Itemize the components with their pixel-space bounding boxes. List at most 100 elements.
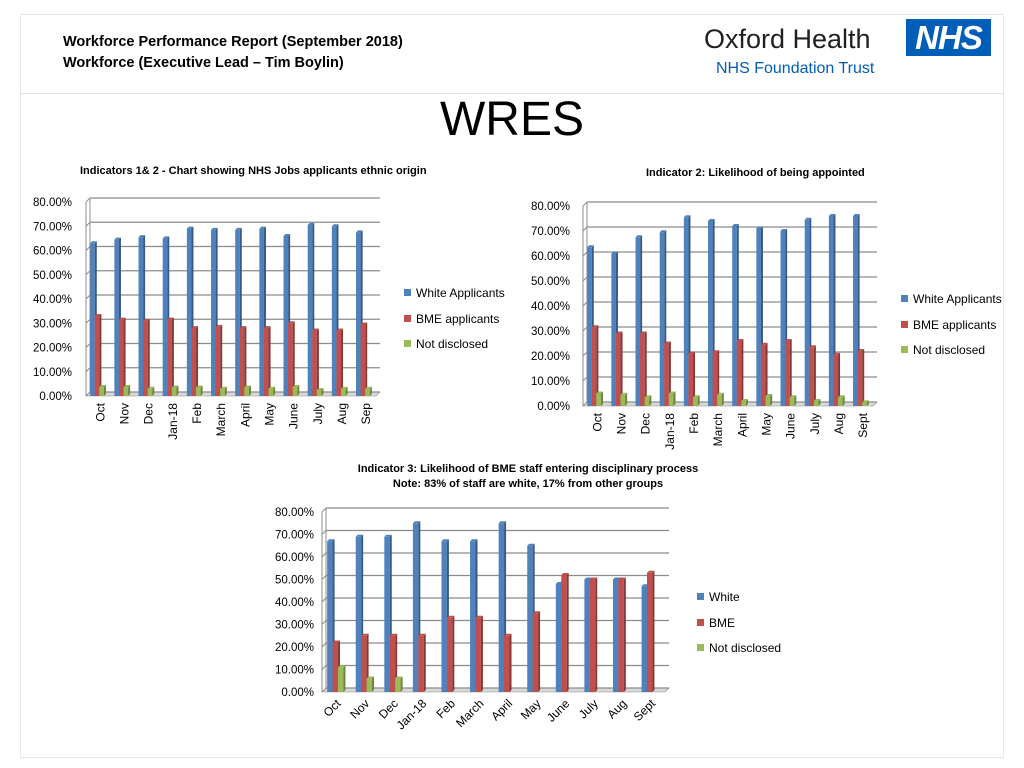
y-tick-label: 20.00%	[275, 642, 314, 654]
bar-front	[498, 523, 505, 692]
bar-front	[355, 536, 362, 692]
gridline-edge	[85, 343, 91, 348]
bar-side	[838, 352, 841, 406]
x-tick-label: March	[453, 696, 486, 729]
bar-side	[423, 633, 426, 692]
x-tick-label: July	[576, 696, 601, 721]
y-tick-label: 50.00%	[275, 575, 314, 587]
chart2-bar	[620, 392, 628, 406]
legend-swatch	[697, 644, 704, 652]
legend-swatch	[901, 346, 908, 354]
chart1-bar	[244, 385, 251, 396]
bar-top	[441, 539, 449, 542]
report-subtitle: Workforce (Executive Lead – Tim Boylin)	[63, 55, 344, 71]
bar-side	[297, 385, 300, 396]
bar-top	[365, 386, 372, 389]
bar-front	[756, 228, 761, 406]
chart3-bar	[418, 633, 426, 692]
legend-item: White Applicants	[901, 291, 1002, 307]
bar-front	[853, 216, 858, 406]
bar-front	[668, 393, 674, 406]
bar-front	[712, 352, 718, 406]
bar-front	[785, 341, 790, 406]
bar-side	[649, 395, 652, 406]
y-tick-label: 40.00%	[531, 301, 570, 313]
bar-side	[452, 615, 455, 692]
bar-front	[641, 586, 647, 692]
bar-top	[211, 227, 218, 230]
bar-front	[635, 237, 641, 406]
bar-front	[171, 387, 177, 396]
y-tick-label: 40.00%	[275, 597, 314, 609]
bar-top	[498, 521, 507, 524]
bar-top	[366, 676, 375, 679]
chart3-bar	[475, 615, 483, 692]
bar-top	[838, 395, 845, 398]
bar-top	[717, 392, 724, 395]
bar-side	[717, 350, 720, 406]
bar-front	[336, 330, 342, 396]
chart2-bar	[765, 394, 773, 406]
bar-side	[566, 573, 569, 692]
legend-item: BME	[697, 615, 735, 631]
bar-top	[191, 326, 199, 329]
bar-top	[833, 352, 841, 355]
y-tick-label: 60.00%	[33, 246, 72, 258]
bar-front	[741, 401, 746, 406]
bar-front	[587, 247, 592, 406]
bar-top	[268, 386, 276, 389]
bar-side	[741, 339, 744, 406]
legend-item: Not disclosed	[697, 640, 781, 656]
x-tick-label: Oct	[321, 696, 345, 720]
bar-top	[196, 385, 203, 388]
legend-label: BME applicants	[913, 317, 997, 332]
bar-top	[664, 341, 671, 344]
chart2-bar	[813, 399, 821, 406]
bar-top	[341, 386, 348, 389]
chart2-title: Indicator 2: Likelihood of being appoint…	[646, 167, 865, 179]
chart1-bar	[191, 326, 199, 396]
bar-front	[341, 388, 346, 396]
bar-top	[99, 385, 106, 388]
chart1-bar	[196, 385, 203, 396]
x-tick-label: Oct	[590, 412, 604, 431]
legend-label: BME applicants	[416, 311, 500, 326]
x-tick-label: Aug	[604, 696, 629, 721]
chart2-bar	[688, 351, 696, 406]
bar-front	[532, 613, 539, 692]
bar-top	[668, 391, 676, 394]
bar-front	[809, 347, 814, 406]
bar-front	[611, 253, 616, 406]
chart2-bar	[591, 325, 599, 406]
chart1-bar	[123, 385, 131, 396]
bar-front	[644, 397, 650, 406]
chart1-bar	[118, 317, 126, 396]
bar-top	[862, 400, 869, 403]
bar-front	[114, 239, 119, 396]
gridline-edge	[85, 318, 91, 324]
legend-item: BME applicants	[404, 311, 499, 327]
bar-front	[338, 667, 344, 692]
chart3-bar	[338, 665, 346, 692]
bar-front	[366, 678, 373, 692]
legend-item: Not disclosed	[404, 336, 488, 352]
x-tick-label: May	[518, 696, 544, 722]
bar-front	[683, 217, 689, 406]
y-tick-label: 40.00%	[33, 294, 72, 306]
chart2-grid	[582, 201, 878, 407]
bar-front	[360, 324, 366, 396]
bar-side	[765, 342, 768, 406]
bar-top	[220, 386, 227, 389]
bar-side	[538, 611, 541, 692]
bar-top	[263, 326, 271, 329]
bar-top	[331, 224, 339, 227]
bar-side	[625, 392, 628, 406]
x-tick-label: Nov	[614, 413, 628, 434]
legend-swatch	[697, 618, 704, 626]
bar-top	[504, 633, 512, 636]
bar-side	[152, 386, 155, 396]
y-tick-label: 80.00%	[33, 197, 72, 209]
x-tick-label: Jan-18	[166, 403, 180, 440]
bar-top	[683, 215, 691, 218]
